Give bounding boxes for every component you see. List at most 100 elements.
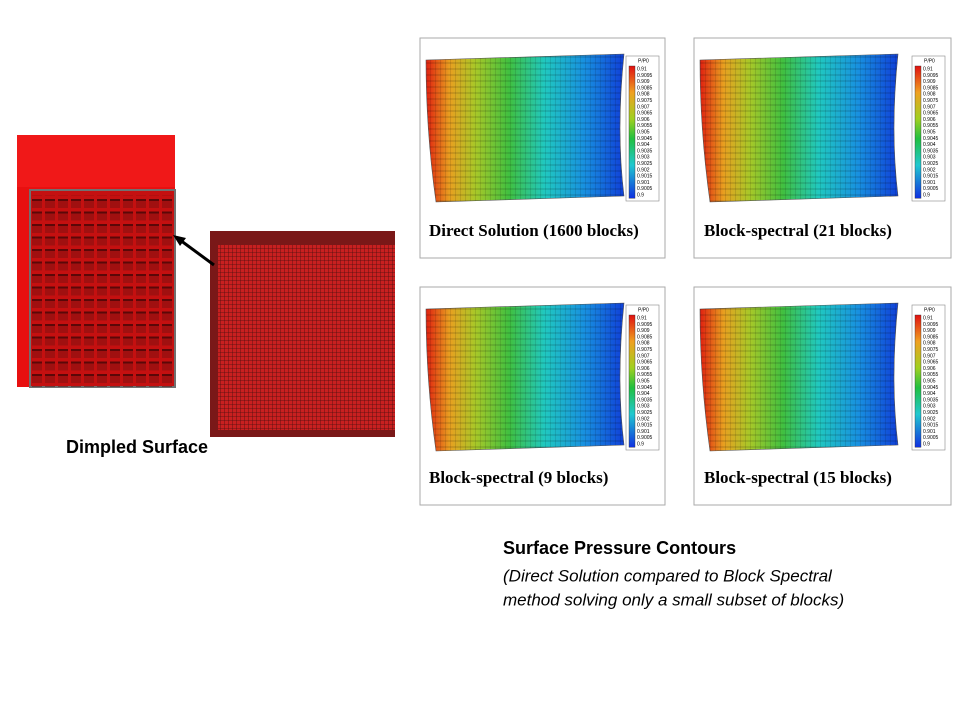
legend-title: P/P0 [924, 307, 935, 313]
legend-label: 0.9015 [637, 174, 653, 180]
legend-label: 0.9065 [637, 360, 653, 366]
legend-label: 0.907 [637, 104, 650, 110]
legend-label: 0.909 [923, 328, 936, 334]
color-bar [914, 314, 922, 448]
legend-label: 0.9035 [637, 397, 653, 403]
legend-label: 0.902 [637, 416, 650, 422]
panel-caption: Block-spectral (21 blocks) [704, 221, 892, 240]
legend-label: 0.9015 [637, 423, 653, 429]
legend-label: 0.9025 [637, 161, 653, 167]
legend-label: 0.9055 [637, 372, 653, 378]
legend-label: 0.901 [923, 429, 936, 435]
legend-label: 0.9055 [923, 123, 939, 129]
legend-label: 0.904 [923, 391, 936, 397]
legend-label: 0.9085 [637, 85, 653, 91]
legend-label: 0.905 [637, 378, 650, 384]
legend-label: 0.9095 [923, 322, 939, 328]
legend-label: 0.9 [637, 192, 644, 198]
legend-label: 0.908 [637, 341, 650, 347]
legend-label: 0.903 [923, 155, 936, 161]
legend-label: 0.9005 [923, 435, 939, 441]
legend-label: 0.9075 [637, 98, 653, 104]
legend-label: 0.908 [923, 92, 936, 98]
right-title: Surface Pressure Contours [503, 538, 736, 558]
legend-label: 0.91 [637, 315, 647, 321]
panel-surface-image [210, 231, 395, 437]
contour-mesh [700, 303, 898, 451]
legend-label: 0.9005 [923, 186, 939, 192]
legend-label: 0.904 [637, 391, 650, 397]
legend-label: 0.9045 [637, 385, 653, 391]
legend-label: 0.9045 [637, 136, 653, 142]
legend-label: 0.9085 [637, 334, 653, 340]
legend-label: 0.9 [637, 441, 644, 447]
legend-label: 0.9065 [923, 360, 939, 366]
legend-label: 0.902 [923, 167, 936, 173]
contour-mesh [426, 303, 624, 451]
legend-label: 0.901 [637, 180, 650, 186]
color-bar [628, 65, 636, 199]
legend-label: 0.9065 [637, 111, 653, 117]
legend-label: 0.902 [923, 416, 936, 422]
legend-label: 0.901 [923, 180, 936, 186]
legend-label: 0.905 [923, 129, 936, 135]
legend-label: 0.91 [923, 315, 933, 321]
legend-label: 0.909 [637, 79, 650, 85]
legend-label: 0.906 [637, 117, 650, 123]
panel-caption: Direct Solution (1600 blocks) [429, 221, 639, 240]
note-line: method solving only a small subset of bl… [503, 590, 844, 609]
legend-label: 0.9035 [923, 397, 939, 403]
legend-label: 0.9005 [637, 186, 653, 192]
legend-label: 0.9085 [923, 334, 939, 340]
legend-label: 0.9 [923, 192, 930, 198]
legend-label: 0.91 [923, 66, 933, 72]
legend-label: 0.9035 [637, 148, 653, 154]
panel-caption: Block-spectral (9 blocks) [429, 468, 608, 487]
dimpled-surface-image [17, 135, 176, 388]
color-bar [628, 314, 636, 448]
legend-label: 0.9015 [923, 423, 939, 429]
legend-title: P/P0 [924, 58, 935, 64]
legend-title: P/P0 [638, 307, 649, 313]
legend-label: 0.9065 [923, 111, 939, 117]
legend-label: 0.904 [637, 142, 650, 148]
contour-mesh [700, 54, 898, 202]
legend-label: 0.907 [923, 104, 936, 110]
legend-label: 0.909 [923, 79, 936, 85]
contour-panel: P/P00.910.90950.9090.90850.9080.90750.90… [693, 37, 952, 259]
legend-label: 0.905 [637, 129, 650, 135]
contour-panel: P/P00.910.90950.9090.90850.9080.90750.90… [693, 286, 952, 506]
legend-label: 0.9095 [637, 322, 653, 328]
legend-label: 0.9035 [923, 148, 939, 154]
legend-label: 0.903 [923, 404, 936, 410]
legend-label: 0.904 [923, 142, 936, 148]
legend-label: 0.903 [637, 404, 650, 410]
legend-label: 0.901 [637, 429, 650, 435]
legend-label: 0.908 [637, 92, 650, 98]
legend-label: 0.9085 [923, 85, 939, 91]
contour-panel: P/P00.910.90950.9090.90850.9080.90750.90… [419, 286, 666, 506]
legend-label: 0.907 [923, 353, 936, 359]
legend-label: 0.9025 [637, 410, 653, 416]
legend-label: 0.9005 [637, 435, 653, 441]
legend-label: 0.9045 [923, 136, 939, 142]
legend-label: 0.9075 [637, 347, 653, 353]
contour-panels: P/P00.910.90950.9090.90850.9080.90750.90… [419, 37, 952, 506]
legend-label: 0.9 [923, 441, 930, 447]
legend-label: 0.906 [923, 366, 936, 372]
note-line: (Direct Solution compared to Block Spect… [503, 566, 833, 585]
legend-label: 0.9075 [923, 98, 939, 104]
arrow [173, 235, 215, 267]
legend-label: 0.9045 [923, 385, 939, 391]
left-caption: Dimpled Surface [66, 437, 208, 457]
legend-label: 0.9015 [923, 174, 939, 180]
legend-label: 0.906 [923, 117, 936, 123]
legend-label: 0.909 [637, 328, 650, 334]
legend-label: 0.905 [923, 378, 936, 384]
contour-panel: P/P00.910.90950.9090.90850.9080.90750.90… [419, 37, 666, 259]
legend-label: 0.9025 [923, 410, 939, 416]
legend-label: 0.908 [923, 341, 936, 347]
